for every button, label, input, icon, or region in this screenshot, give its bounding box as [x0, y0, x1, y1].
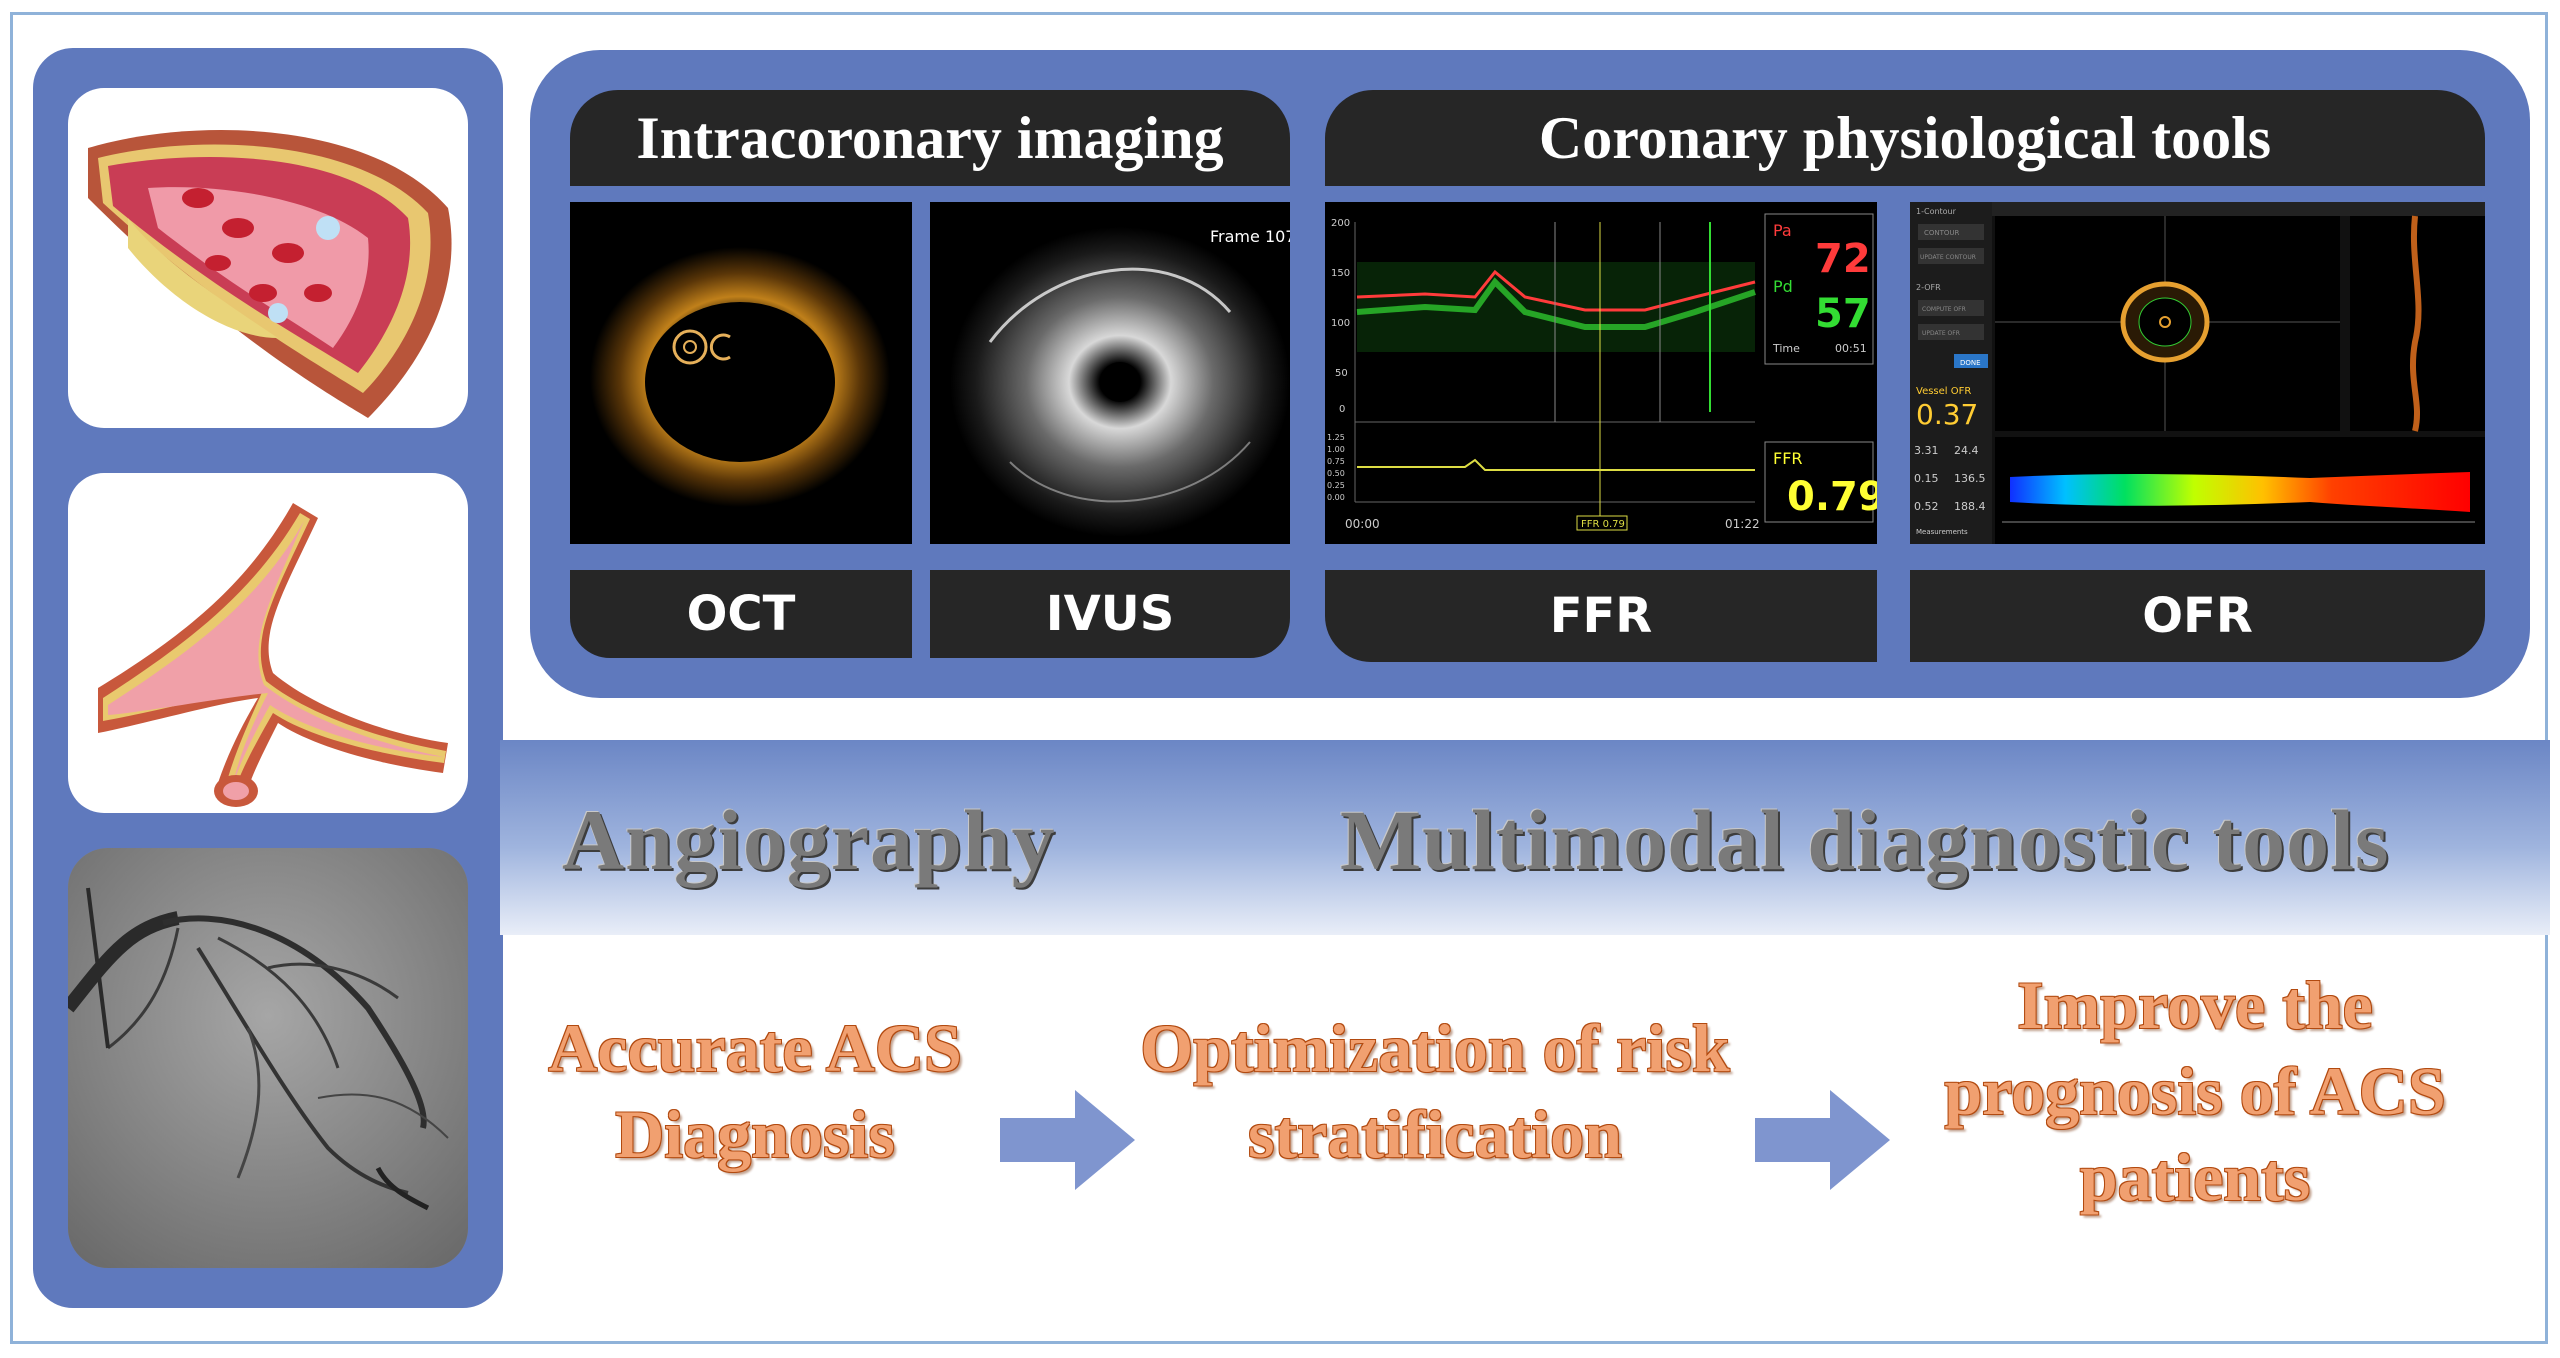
ffr-pa-value: 72: [1815, 236, 1871, 282]
vessel-bifurcation-illustration: [98, 503, 448, 807]
ffr-y-tick-small: 0.75: [1327, 457, 1345, 466]
ffr-y-tick: 150: [1331, 268, 1350, 279]
ffr-time-end: 01:22: [1725, 517, 1760, 531]
ofr-vessel-value: 0.37: [1916, 398, 1978, 431]
step1-line2: Diagnosis: [615, 1096, 895, 1172]
vessel-cross-section-card: [68, 88, 468, 428]
left-illustration-panel: [33, 48, 503, 1308]
ofr-label-box: OFR: [1910, 570, 2485, 662]
angiogram-xray-image: [68, 848, 468, 1268]
ffr-y-tick-small: 0.00: [1327, 493, 1345, 502]
oct-image: [570, 202, 912, 544]
angiogram-image-card: [68, 848, 468, 1268]
ofr-button-compute[interactable]: COMPUTE OFR: [1922, 306, 1966, 313]
step3-line3: patients: [2079, 1139, 2311, 1215]
multimodal-title: Multimodal diagnostic tools: [1340, 792, 2390, 888]
physiology-header: Coronary physiological tools: [1325, 90, 2485, 186]
ffr-image: 200 150 100 50 0 1.25 1.00 0.75 0.50 0.2…: [1325, 202, 1877, 544]
ffr-time-value: 00:51: [1835, 342, 1867, 355]
step-risk-stratification: Optimization of risk stratification: [1105, 1005, 1765, 1177]
ofr-stat: 0.52: [1914, 500, 1939, 513]
ffr-pa-label: Pa: [1773, 221, 1792, 240]
ofr-tab-ofr[interactable]: 2-OFR: [1916, 283, 1941, 292]
step3-line2: prognosis of ACS: [1944, 1053, 2446, 1129]
arrow-right-icon: [1755, 1090, 1890, 1190]
oct-label: OCT: [570, 570, 912, 658]
step2-line2: stratification: [1248, 1096, 1622, 1172]
angiography-title: Angiography: [562, 792, 1056, 888]
ffr-label: FFR: [1773, 449, 1803, 468]
ofr-stat: 188.4: [1954, 500, 1986, 513]
ffr-y-tick-small: 1.00: [1327, 445, 1345, 454]
ffr-y-tick-small: 1.25: [1327, 433, 1345, 442]
ffr-y-tick: 0: [1339, 404, 1345, 415]
ofr-tab-contour[interactable]: 1-Contour: [1916, 207, 1957, 216]
step3-line1: Improve the: [2017, 967, 2373, 1043]
top-tools-panel: Intracoronary imaging Coronary physiolog…: [530, 50, 2530, 698]
outer-frame: [10, 12, 2548, 1344]
diagnostic-band: [500, 740, 2550, 935]
ivus-image: Frame 1073: [930, 202, 1290, 544]
ffr-time-label: Time: [1772, 342, 1800, 355]
ofr-image: 1-Contour CONTOUR UPDATE CONTOUR 2-OFR C…: [1910, 202, 2485, 544]
ffr-y-tick: 100: [1331, 318, 1350, 329]
step2-line1: Optimization of risk: [1140, 1010, 1730, 1086]
ofr-done-button[interactable]: DONE: [1960, 359, 1981, 367]
ivus-frame-label: Frame 1073: [1210, 227, 1290, 246]
imaging-header: Intracoronary imaging: [570, 90, 1290, 186]
ofr-button-contour[interactable]: CONTOUR: [1924, 229, 1960, 237]
ffr-y-tick: 200: [1331, 218, 1350, 229]
ofr-measurements-label: Measurements: [1916, 528, 1968, 536]
arrow-right-icon: [1000, 1090, 1135, 1190]
ofr-stat: 24.4: [1954, 444, 1979, 457]
ofr-stat: 3.31: [1914, 444, 1939, 457]
vessel-bifurcation-card: [68, 473, 468, 813]
step-improve-prognosis: Improve the prognosis of ACS patients: [1895, 962, 2495, 1220]
step-accurate-diagnosis: Accurate ACS Diagnosis: [515, 1005, 995, 1177]
step1-line1: Accurate ACS: [548, 1010, 962, 1086]
ofr-button-update-contour[interactable]: UPDATE CONTOUR: [1920, 254, 1976, 261]
ffr-pd-value: 57: [1815, 291, 1871, 337]
ivus-label: IVUS: [930, 570, 1290, 658]
ffr-y-tick-small: 0.50: [1327, 469, 1345, 478]
ffr-label-box: FFR: [1325, 570, 1877, 662]
ffr-time-start: 00:00: [1345, 517, 1380, 531]
ffr-marker: FFR 0.79: [1581, 519, 1625, 530]
ffr-value: 0.79: [1787, 474, 1877, 520]
ofr-stat: 0.15: [1914, 472, 1939, 485]
ffr-y-tick: 50: [1335, 368, 1348, 379]
vessel-cross-section-illustration: [88, 130, 452, 418]
ofr-stat: 136.5: [1954, 472, 1986, 485]
ofr-button-update[interactable]: UPDATE OFR: [1922, 330, 1960, 337]
ffr-y-tick-small: 0.25: [1327, 481, 1345, 490]
ofr-vessel-label: Vessel OFR: [1916, 386, 1971, 397]
ffr-pd-label: Pd: [1773, 277, 1793, 296]
